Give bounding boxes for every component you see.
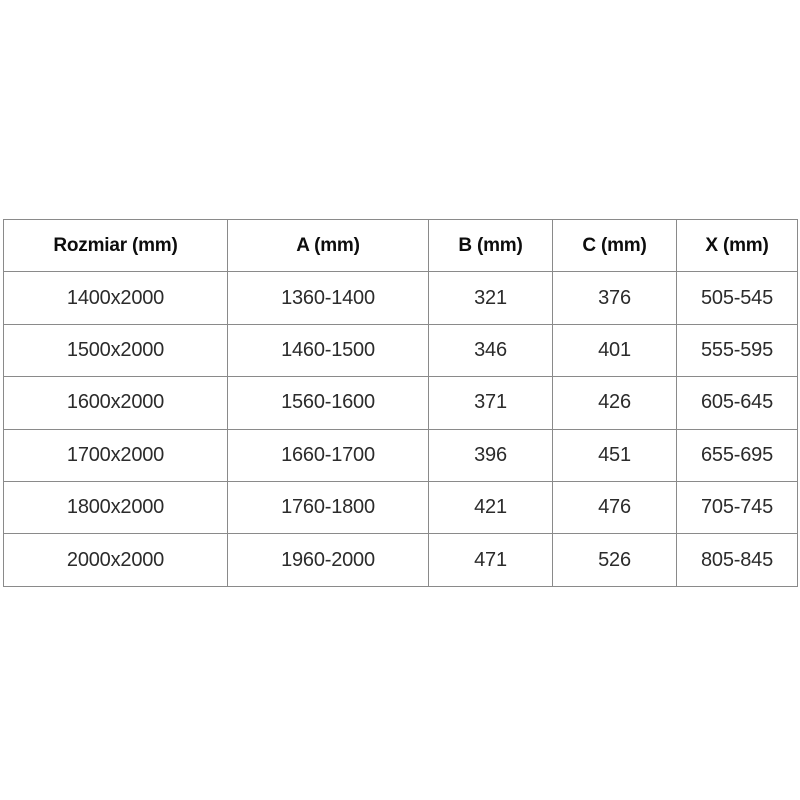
cell-size: 1800x2000 — [3, 480, 228, 535]
table-header-row: Rozmiar (mm) A (mm) B (mm) C (mm) X (mm) — [3, 218, 798, 273]
cell-c: 476 — [552, 480, 677, 535]
table-row: 1800x2000 1760-1800 421 476 705-745 — [3, 480, 798, 535]
cell-c: 376 — [552, 271, 677, 325]
cell-b: 421 — [428, 480, 553, 535]
column-header-b: B (mm) — [428, 218, 553, 273]
table-body: 1400x2000 1360-1400 321 376 505-545 1500… — [3, 271, 798, 587]
dimensions-table-container: Rozmiar (mm) A (mm) B (mm) C (mm) X (mm)… — [3, 218, 798, 587]
table-header: Rozmiar (mm) A (mm) B (mm) C (mm) X (mm) — [3, 218, 798, 273]
cell-a: 1560-1600 — [227, 376, 429, 430]
cell-a: 1960-2000 — [227, 533, 429, 587]
dimensions-table: Rozmiar (mm) A (mm) B (mm) C (mm) X (mm)… — [3, 218, 798, 587]
cell-size: 1700x2000 — [3, 428, 228, 482]
cell-b: 371 — [428, 376, 553, 430]
column-header-c: C (mm) — [552, 218, 677, 273]
cell-c: 426 — [552, 376, 677, 430]
cell-size: 1600x2000 — [3, 376, 228, 430]
cell-b: 321 — [428, 271, 553, 325]
cell-a: 1660-1700 — [227, 428, 429, 482]
cell-a: 1460-1500 — [227, 323, 429, 378]
cell-c: 451 — [552, 428, 677, 482]
column-header-a: A (mm) — [227, 218, 429, 273]
table-row: 1600x2000 1560-1600 371 426 605-645 — [3, 376, 798, 430]
table-row: 1700x2000 1660-1700 396 451 655-695 — [3, 428, 798, 482]
table-row: 1500x2000 1460-1500 346 401 555-595 — [3, 323, 798, 378]
cell-b: 471 — [428, 533, 553, 587]
cell-a: 1760-1800 — [227, 480, 429, 535]
cell-b: 346 — [428, 323, 553, 378]
table-row: 2000x2000 1960-2000 471 526 805-845 — [3, 533, 798, 587]
cell-x: 705-745 — [676, 480, 798, 535]
cell-a: 1360-1400 — [227, 271, 429, 325]
cell-size: 1400x2000 — [3, 271, 228, 325]
cell-size: 1500x2000 — [3, 323, 228, 378]
cell-x: 655-695 — [676, 428, 798, 482]
column-header-x: X (mm) — [676, 218, 798, 273]
cell-size: 2000x2000 — [3, 533, 228, 587]
cell-x: 555-595 — [676, 323, 798, 378]
column-header-size: Rozmiar (mm) — [3, 218, 228, 273]
cell-c: 526 — [552, 533, 677, 587]
table-row: 1400x2000 1360-1400 321 376 505-545 — [3, 271, 798, 325]
cell-c: 401 — [552, 323, 677, 378]
cell-b: 396 — [428, 428, 553, 482]
cell-x: 605-645 — [676, 376, 798, 430]
cell-x: 505-545 — [676, 271, 798, 325]
cell-x: 805-845 — [676, 533, 798, 587]
